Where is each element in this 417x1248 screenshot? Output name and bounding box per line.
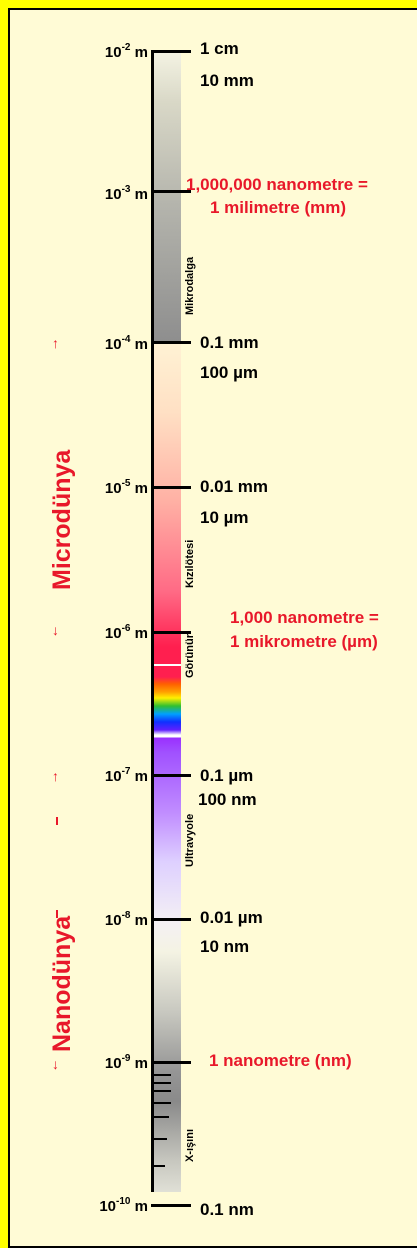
label-10nm: 10 nm — [200, 937, 250, 956]
arrow-up-icon: ↑ — [52, 335, 59, 351]
tick-10-8 — [151, 918, 191, 921]
power-label: 10-6 m — [104, 623, 148, 642]
label-one-millimetre: 1 milimetre (mm) — [210, 198, 347, 217]
arrow-down-icon: ↓ — [52, 1056, 59, 1072]
minor-tick — [151, 1116, 169, 1118]
tick-10-4 — [151, 341, 191, 344]
label-one-micrometre: 1 mikrometre (µm) — [230, 632, 378, 651]
tick-10-10 — [151, 1204, 191, 1207]
minor-tick — [151, 1090, 171, 1092]
label-1cm: 1 cm — [200, 39, 239, 58]
label-100nm: 100 nm — [198, 790, 257, 809]
label-10mm: 10 mm — [200, 71, 254, 90]
band-microwave: Mikrodalga — [184, 256, 196, 315]
micro-world-label: Microdünya — [48, 449, 76, 590]
label-nanometre-millimetre: 1,000,000 nanometre = — [186, 175, 368, 194]
band-infrared: Kızılötesi — [184, 539, 196, 588]
label-100um: 100 µm — [200, 363, 258, 382]
power-label: 10-2 m — [104, 42, 148, 61]
label-10um: 10 µm — [200, 508, 249, 527]
arrow-down-icon: ↓ — [52, 622, 59, 638]
tick-10-9 — [151, 1061, 191, 1064]
label-0-1um: 0.1 µm — [200, 766, 254, 785]
label-one-nanometre: 1 nanometre (nm) — [209, 1051, 352, 1070]
power-label: 10-8 m — [104, 910, 148, 929]
nano-world-label: Nanodünya — [48, 915, 76, 1052]
power-label: 10-5 m — [104, 478, 148, 497]
dash-icon — [56, 817, 58, 825]
power-label: 10-10 m — [99, 1196, 148, 1215]
spectrum-panel: 10-2 m 10-3 m 10-4 m 10-5 m 10-6 m 10-7 … — [8, 8, 417, 1248]
power-label: 10-7 m — [104, 766, 148, 785]
band-ultraviolet: Ultravyole — [184, 813, 196, 867]
tick-10-2 — [151, 50, 191, 53]
label-nanometre-micrometre: 1,000 nanometre = — [230, 608, 379, 627]
band-xray: X-ışını — [184, 1128, 196, 1162]
minor-tick — [151, 1138, 167, 1140]
arrow-up-icon: ↑ — [52, 768, 59, 784]
label-0-1mm: 0.1 mm — [200, 333, 259, 352]
dash-icon — [56, 910, 58, 918]
tick-10-3 — [151, 190, 191, 193]
label-0-1nm: 0.1 nm — [200, 1200, 254, 1219]
minor-tick — [151, 1165, 165, 1167]
tick-10-7 — [151, 774, 191, 777]
band-visible: Görünür — [184, 634, 196, 678]
tick-10-6 — [151, 631, 191, 634]
spectrum-bar — [151, 52, 181, 1192]
minor-tick — [151, 1074, 171, 1076]
minor-tick — [151, 1102, 171, 1104]
label-0-01um: 0.01 µm — [200, 908, 263, 927]
power-label: 10-4 m — [104, 334, 148, 353]
minor-tick — [151, 1082, 171, 1084]
power-label: 10-9 m — [104, 1053, 148, 1072]
power-label: 10-3 m — [104, 184, 148, 203]
tick-10-5 — [151, 486, 191, 489]
label-0-01mm: 0.01 mm — [200, 477, 269, 496]
